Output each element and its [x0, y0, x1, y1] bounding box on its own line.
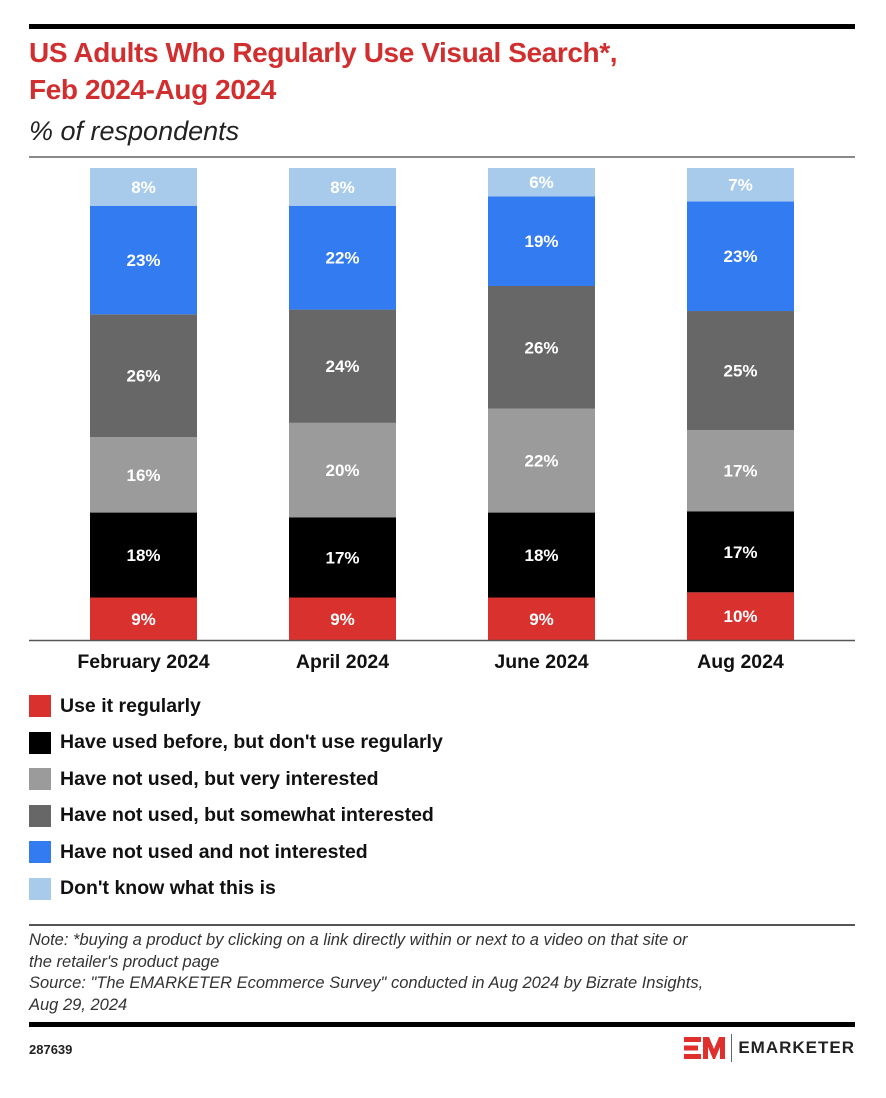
bar-value-label: 18% [524, 546, 558, 565]
legend-swatch [29, 841, 51, 864]
legend-label: Have not used, but very interested [60, 767, 379, 790]
bar-segment [90, 168, 197, 206]
note-rule [29, 924, 855, 926]
bar-value-label: 22% [325, 249, 359, 268]
legend-swatch [29, 731, 51, 754]
logo-wordmark: EMARKETER [738, 1038, 855, 1057]
bar-segment [90, 512, 197, 598]
bar-segment [90, 314, 197, 438]
bar-segment [687, 311, 794, 431]
legend: Use it regularly Have used before, but do… [29, 688, 443, 907]
legend-item: Use it regularly [29, 688, 443, 725]
bar-segment [488, 196, 595, 286]
subtitle-rule [29, 156, 855, 158]
x-axis-labels: February 2024 April 2024 June 2024 Aug 2024 [77, 651, 784, 673]
emarketer-logo: EM EMARKETER [683, 1034, 855, 1062]
bar-value-label: 23% [126, 251, 160, 270]
bar-segment [289, 309, 396, 423]
bar-segment [488, 408, 595, 513]
bar-value-label: 6% [529, 173, 554, 192]
bar-value-label: 16% [126, 466, 160, 485]
bar-segment [289, 168, 396, 206]
bars-group: 9% 18% 16% 26% 23% 8% 9% 17% 20% 24% 22% 8% 9% 18% 22%… [90, 168, 794, 640]
bar-value-label: 26% [126, 367, 160, 386]
chart-subtitle: % of respondents [29, 116, 240, 146]
bar-segment [289, 597, 396, 640]
chart-id: 287639 [29, 1042, 73, 1057]
em-logo-mark-icon: EM [683, 1037, 725, 1059]
legend-item: Don't know what this is [29, 871, 443, 908]
bar-value-label: 9% [529, 610, 554, 629]
bar-value-label: 20% [325, 461, 359, 480]
legend-item: Have used before, but don't use regularl… [29, 725, 443, 762]
source-line-2: Aug 29, 2024 [29, 995, 128, 1014]
legend-swatch [29, 804, 51, 827]
legend-item: Have not used, but very interested [29, 761, 443, 798]
legend-item: Have not used, but somewhat interested [29, 798, 443, 835]
stacked-bar-chart: 9% 18% 16% 26% 23% 8% 9% 17% 20% 24% 22% 8% 9% 18% 22%… [29, 168, 855, 673]
legend-item: Have not used and not interested [29, 834, 443, 871]
source-line-1: Source: "The EMARKETER Ecommerce Survey"… [29, 974, 704, 992]
bar-segment [687, 430, 794, 512]
bar-value-label: 25% [723, 362, 757, 381]
bar-value-label: 9% [330, 610, 355, 629]
bar-value-label: 10% [723, 607, 757, 626]
x-tick-label: February 2024 [77, 651, 209, 673]
bar-segment [90, 437, 197, 513]
legend-label: Don't know what this is [60, 877, 276, 900]
x-tick-label: Aug 2024 [697, 651, 784, 673]
bar-segment [488, 597, 595, 640]
bar-segment [687, 592, 794, 640]
bar-segment [289, 205, 396, 310]
bar-segment [90, 205, 197, 315]
legend-swatch [29, 877, 51, 900]
bar-segment [289, 517, 396, 598]
bar-segment [289, 422, 396, 518]
bar-segment [687, 201, 794, 312]
bar-segment [488, 286, 595, 409]
bar-value-label: 17% [723, 462, 757, 481]
logo-divider [730, 1034, 733, 1062]
bar-value-label: 17% [325, 548, 359, 567]
note-line-2: the retailer's product page [29, 952, 220, 971]
x-tick-label: June 2024 [494, 651, 588, 673]
bar-value-label: 8% [131, 178, 156, 197]
bar-value-label: 24% [325, 357, 359, 376]
bar-value-label: 17% [723, 543, 757, 562]
bar-segment [687, 168, 794, 202]
bar-value-label: 26% [524, 338, 558, 357]
bar-value-label: 23% [723, 247, 757, 266]
legend-label: Have not used, but somewhat interested [60, 804, 434, 827]
bar-value-label: 8% [330, 178, 355, 197]
bar-value-label: 19% [524, 232, 558, 251]
bar-segment [90, 597, 197, 640]
legend-label: Have not used and not interested [60, 840, 368, 863]
legend-swatch [29, 768, 51, 791]
bar-value-label: 9% [131, 610, 156, 629]
bar-segment [488, 168, 595, 197]
x-tick-label: April 2024 [296, 651, 389, 673]
chart-title: US Adults Who Regularly Use Visual Searc… [29, 34, 855, 108]
footnote: Note: *buying a product by clicking on a… [29, 930, 855, 1016]
bottom-rule [29, 1022, 855, 1027]
bar-value-label: 7% [728, 176, 753, 195]
top-rule [29, 24, 855, 29]
legend-swatch [29, 695, 51, 718]
bar-value-label: 18% [126, 546, 160, 565]
note-line-1: Note: *buying a product by clicking on a… [29, 931, 688, 949]
legend-label: Use it regularly [60, 694, 201, 717]
bar-segment [687, 511, 794, 593]
chart-title-line-2: Feb 2024-Aug 2024 [29, 74, 276, 105]
bar-segment [488, 512, 595, 598]
legend-label: Have used before, but don't use regularl… [60, 731, 443, 754]
bar-value-label: 22% [524, 452, 558, 471]
chart-title-line-1: US Adults Who Regularly Use Visual Searc… [29, 37, 618, 68]
